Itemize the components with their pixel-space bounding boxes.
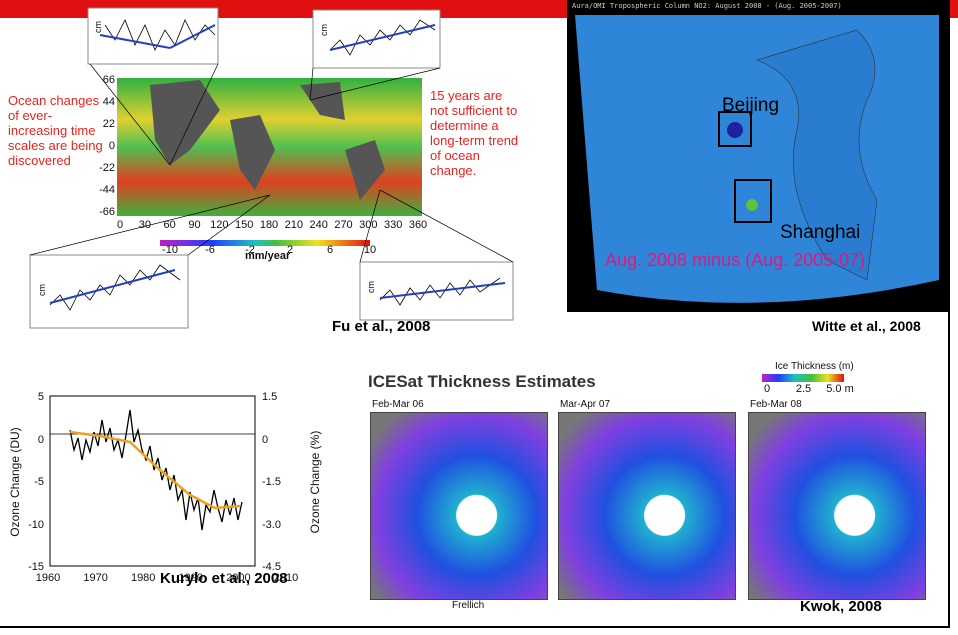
y2-tick-label: 0	[262, 434, 268, 446]
y2-tick-label: -1.5	[262, 476, 281, 488]
title: ICESat Thickness Estimates	[368, 372, 596, 392]
x-tick-label: 1960	[36, 572, 60, 584]
y-tick-label: -5	[20, 476, 44, 488]
panel-title: Mar-Apr 07	[560, 399, 610, 410]
lon-label: 330	[384, 219, 402, 231]
lon-label: 210	[285, 219, 303, 231]
citation: Kwok, 2008	[800, 598, 882, 615]
x-tick-label: 2010	[274, 572, 298, 584]
colorbar	[160, 240, 370, 246]
lon-label: 300	[359, 219, 377, 231]
city-label: Shanghai	[780, 222, 860, 244]
legend-bar	[762, 374, 844, 382]
y2-tick-label: 1.5	[262, 391, 277, 403]
inset-ylabel: cm	[93, 21, 103, 33]
legend-title: Ice Thickness (m)	[775, 361, 854, 372]
panel-title: Feb-Mar 06	[372, 399, 424, 410]
lat-label: -66	[93, 206, 115, 218]
x-tick-label: 2000	[226, 572, 250, 584]
ice-map	[370, 412, 548, 600]
lon-label: 30	[139, 219, 151, 231]
lon-label: 240	[309, 219, 327, 231]
colorbar-label: 2	[287, 244, 293, 256]
city-label: Beijing	[722, 95, 779, 117]
lon-label: 150	[235, 219, 253, 231]
citation: Witte et al., 2008	[812, 318, 921, 334]
y-tick-label: 5	[20, 391, 44, 403]
inset-ylabel: cm	[37, 284, 47, 296]
inset-ylabel: cm	[366, 281, 376, 293]
legend-label: 2.5	[796, 383, 811, 395]
lon-label: 180	[260, 219, 278, 231]
lat-label: -44	[93, 184, 115, 196]
right-note: 15 years are not sufficient to determine…	[430, 88, 520, 178]
bottom-border	[0, 626, 950, 628]
y-tick-label: -10	[20, 519, 44, 531]
x-tick-label: 1980	[131, 572, 155, 584]
colorbar-label: -2	[245, 244, 255, 256]
ice-map	[558, 412, 736, 600]
colorbar-label: 10	[364, 244, 376, 256]
lat-label: -22	[93, 162, 115, 174]
y2-title: Ozone Change (%)	[308, 427, 322, 537]
y-tick-label: 0	[20, 434, 44, 446]
lat-label: 0	[93, 140, 115, 152]
lon-label: 60	[164, 219, 176, 231]
lat-label: 44	[93, 96, 115, 108]
map-header: Aura/OMI Tropospheric Column NO2: August…	[572, 2, 842, 10]
lat-label: 22	[93, 118, 115, 130]
colorbar-label: 6	[327, 244, 333, 256]
lon-label: 0	[117, 219, 123, 231]
left-note: Ocean changes of ever-increasing time sc…	[8, 93, 103, 168]
x-tick-label: 1970	[83, 572, 107, 584]
lat-label: 66	[93, 74, 115, 86]
x-tick-label: 1990	[179, 572, 203, 584]
lon-label: 270	[334, 219, 352, 231]
colorbar-label: -10	[162, 244, 178, 256]
y2-tick-label: -3.0	[262, 519, 281, 531]
map-caption: Aug. 2008 minus (Aug. 2005-07)	[605, 250, 865, 271]
citation: Fu et al., 2008	[332, 318, 430, 335]
panel-title: Feb-Mar 08	[750, 399, 802, 410]
inset-ylabel: cm	[319, 24, 329, 36]
lon-label: 120	[210, 219, 228, 231]
lon-label: 360	[409, 219, 427, 231]
footer: Frellich	[452, 600, 484, 611]
colorbar-label: -6	[205, 244, 215, 256]
ice-map	[748, 412, 926, 600]
lon-label: 90	[188, 219, 200, 231]
legend-label: 5.0 m	[826, 383, 854, 395]
slide: mm/year Ocean changes of ever-increasing…	[0, 0, 958, 635]
legend-label: 0	[764, 383, 770, 395]
